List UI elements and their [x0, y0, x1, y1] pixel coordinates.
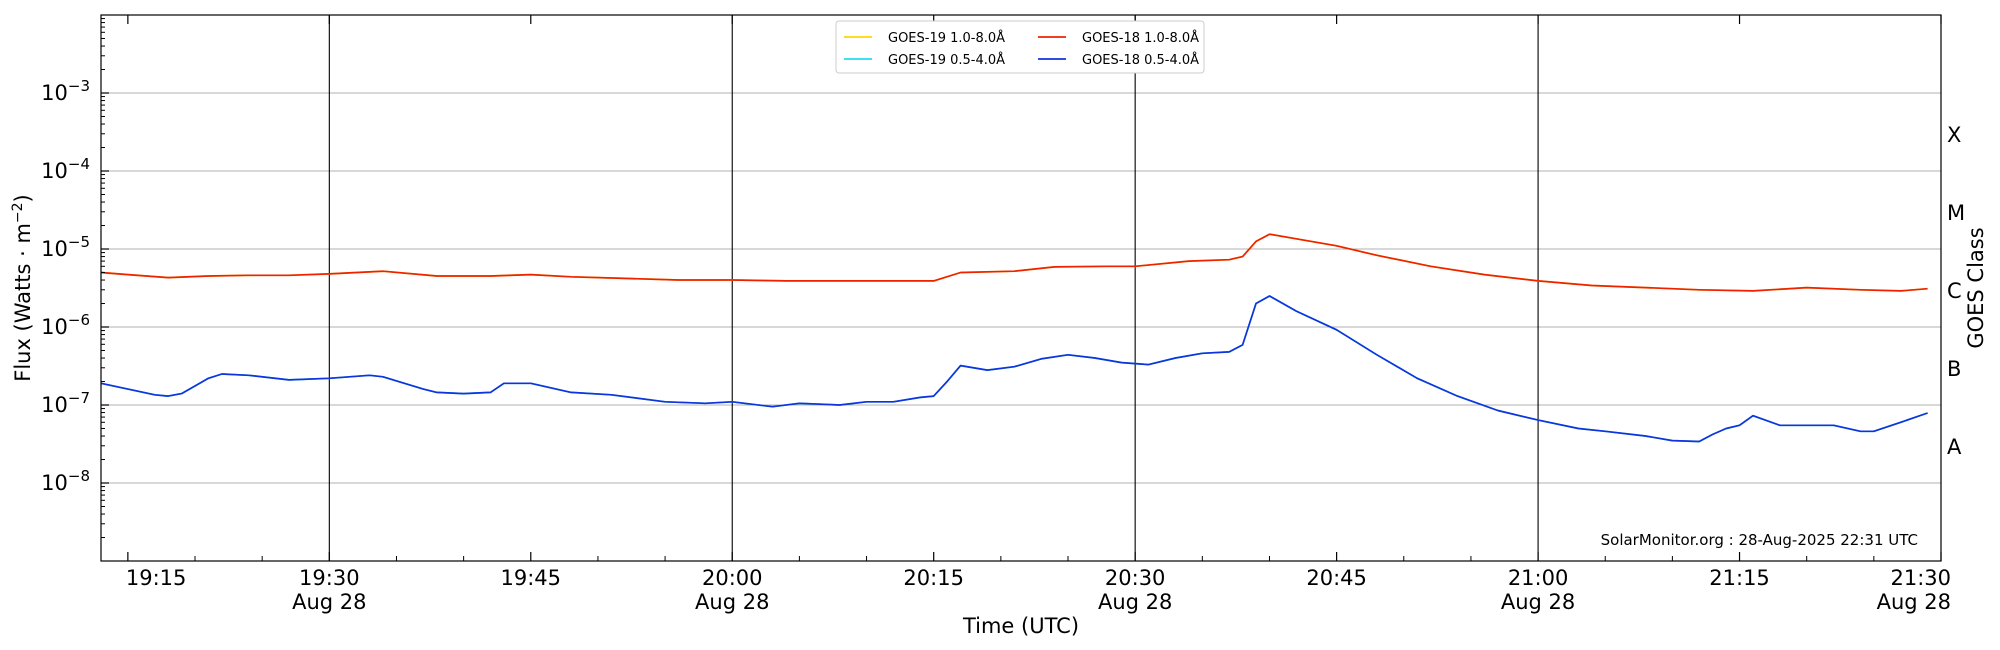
legend: GOES-19 1.0-8.0Å GOES-18 1.0-8.0Å GOES-19 …: [835, 20, 1205, 74]
series-line-2: [100, 233, 1928, 292]
x-tick-label: 19:30: [299, 566, 360, 590]
day-separator-lines: [328, 15, 1539, 561]
legend-label: GOES-18 1.0-8.0Å: [1082, 30, 1199, 46]
data-series: [100, 233, 1928, 443]
x-tick-date-label: Aug 28: [292, 590, 366, 614]
y-axis-title: Flux (Watts · m−2): [10, 194, 35, 382]
series-line-3: [100, 295, 1928, 443]
x-tick-date-label: Aug 28: [1501, 590, 1575, 614]
x-tick-date-label: Aug 28: [1098, 590, 1172, 614]
series-line-4: [100, 295, 1928, 443]
x-tick-label: 19:45: [501, 566, 562, 590]
x-tick-label: 20:15: [903, 566, 964, 590]
x-tick-label: 20:30: [1105, 566, 1166, 590]
series-line-1: [100, 233, 1928, 292]
legend-label: GOES-19 0.5-4.0Å: [888, 52, 1005, 68]
y-tick-label: 10−7: [41, 389, 90, 417]
x-tick-label: 21:00: [1508, 566, 1569, 590]
plot-frame: [100, 14, 1942, 562]
goes-class-axis-title: GOES Class: [1964, 227, 1988, 348]
x-tick-date-label: Aug 28: [695, 590, 769, 614]
legend-label: GOES-19 1.0-8.0Å: [888, 30, 1005, 46]
y-axis-title-close: ): [11, 194, 35, 202]
y-tick-label: 10−6: [41, 311, 90, 339]
x-tick-date-label: Aug 28: [1877, 590, 1951, 614]
goes-class-label: X: [1947, 123, 1961, 147]
goes-class-label: B: [1947, 357, 1961, 381]
x-tick-label: 21:15: [1709, 566, 1770, 590]
x-tick-label: 19:15: [126, 566, 187, 590]
y-tick-label: 10−3: [41, 77, 90, 105]
x-tick-label: 20:45: [1306, 566, 1367, 590]
credit-text: SolarMonitor.org : 28-Aug-2025 22:31 UTC: [1601, 531, 1918, 549]
x-axis-title: Time (UTC): [962, 614, 1079, 638]
y-axis-title-exponent: −2: [10, 202, 26, 223]
y-tick-label: 10−5: [41, 233, 90, 261]
goes-class-label: C: [1947, 279, 1962, 303]
x-tick-label: 21:30: [1890, 566, 1951, 590]
legend-label: GOES-18 0.5-4.0Å: [1082, 52, 1199, 68]
goes-class-label: M: [1947, 201, 1965, 225]
y-tick-label: 10−4: [41, 155, 90, 183]
x-tick-label: 20:00: [702, 566, 763, 590]
y-axis-title-main: Flux (Watts · m: [11, 223, 35, 382]
goes-class-label: A: [1947, 435, 1962, 459]
legend-box: [835, 20, 1205, 74]
grid-lines: [101, 92, 1941, 484]
y-tick-label: 10−8: [41, 467, 90, 495]
